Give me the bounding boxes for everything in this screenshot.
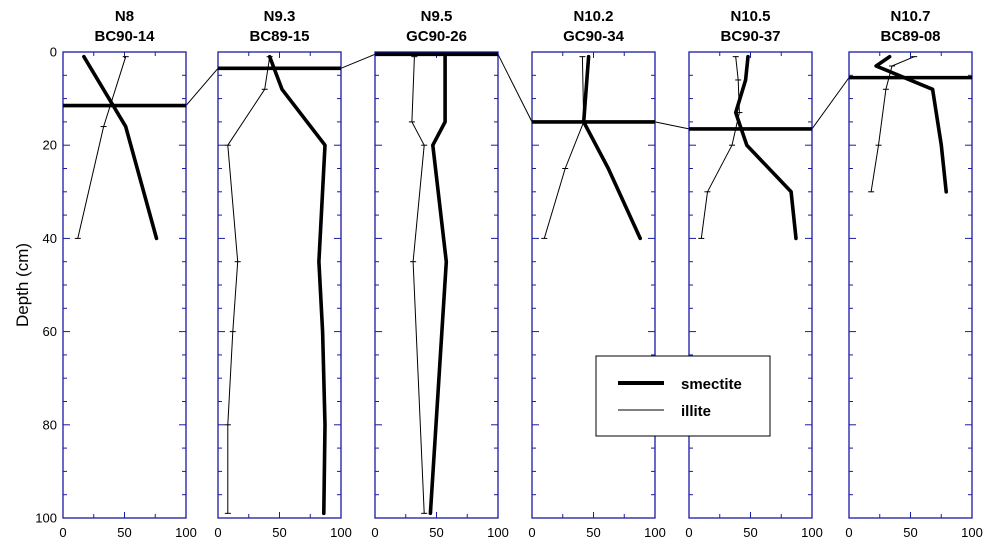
- x-tick-label: 100: [175, 525, 197, 540]
- marker-connector: [497, 54, 533, 123]
- x-tick-label: 100: [644, 525, 666, 540]
- x-tick-label: 0: [685, 525, 692, 540]
- x-tick-label: 100: [330, 525, 352, 540]
- panel-5: 0 50 100 N10.5 BC90-37: [685, 8, 822, 540]
- panels: 0 50 100 N8 BC90-14 0 50 100 N9.3 BC89-15 0 50 100 N9…: [35, 8, 983, 540]
- x-tick-label: 0: [214, 525, 221, 540]
- panel-1: 0 50 100 N8 BC90-14: [59, 8, 196, 540]
- panel-title-site: N9.3: [264, 8, 296, 25]
- series-line-illite: [543, 56, 585, 239]
- panel-frame: [688, 51, 813, 519]
- series-line-smectite: [267, 54, 327, 516]
- x-tick-label: 50: [743, 525, 757, 540]
- x-tick-label: 0: [845, 525, 852, 540]
- series-line-smectite: [82, 54, 159, 241]
- panel-title-site: N9.5: [421, 8, 453, 25]
- y-tick-label: 0: [50, 45, 57, 60]
- marker-connector: [811, 77, 850, 130]
- x-tick-label: 50: [272, 525, 286, 540]
- marker-connector-lines: [185, 53, 850, 130]
- y-tick-label: 60: [43, 324, 57, 339]
- x-tick-label: 0: [528, 525, 535, 540]
- panel-3: 0 50 100 N9.5 GC90-26: [371, 8, 508, 540]
- y-axis-label: Depth (cm): [13, 243, 32, 327]
- x-tick-label: 50: [586, 525, 600, 540]
- x-tick-label: 100: [961, 525, 983, 540]
- legend-smectite-label: smectite: [681, 376, 742, 393]
- marker-connector: [654, 121, 690, 130]
- x-tick-label: 0: [59, 525, 66, 540]
- y-tick-label: 20: [43, 138, 57, 153]
- panel-title-site: N10.2: [573, 8, 613, 25]
- panel-title-core: BC89-15: [249, 28, 309, 45]
- legend: smectite illite: [595, 355, 771, 437]
- marker-connector: [185, 67, 219, 106]
- panel-title-core: GC90-26: [406, 28, 467, 45]
- panel-2: 0 50 100 N9.3 BC89-15: [214, 8, 351, 540]
- x-tick-label: 50: [429, 525, 443, 540]
- panel-title-core: BC89-08: [880, 28, 940, 45]
- y-tick-label: 40: [43, 231, 57, 246]
- panel-title-core: BC90-14: [94, 28, 155, 45]
- panel-title-site: N10.7: [890, 8, 930, 25]
- series-line-smectite: [874, 54, 949, 194]
- panel-6: 0 50 100 N10.7 BC89-08: [845, 8, 982, 540]
- x-tick-label: 50: [903, 525, 917, 540]
- series-line-smectite: [581, 54, 643, 241]
- y-tick-label: 80: [43, 417, 57, 432]
- panel-title-site: N8: [115, 8, 134, 25]
- x-tick-label: 100: [801, 525, 823, 540]
- panel-title-site: N10.5: [730, 8, 770, 25]
- marker-connector: [340, 53, 376, 69]
- series-line-smectite: [428, 54, 449, 516]
- legend-illite-label: illite: [681, 403, 711, 420]
- panel-frame: [374, 51, 499, 519]
- panel-title-core: BC90-37: [720, 28, 780, 45]
- panel-title-core: GC90-34: [563, 28, 625, 45]
- panel-frame: [62, 51, 187, 519]
- legend-box: [595, 355, 771, 437]
- x-tick-label: 0: [371, 525, 378, 540]
- panel-frame: [848, 51, 973, 519]
- x-tick-label: 100: [487, 525, 509, 540]
- panel-4: 0 50 100 N10.2 GC90-34: [528, 8, 665, 540]
- y-tick-label: 100: [35, 511, 57, 526]
- x-tick-label: 50: [117, 525, 131, 540]
